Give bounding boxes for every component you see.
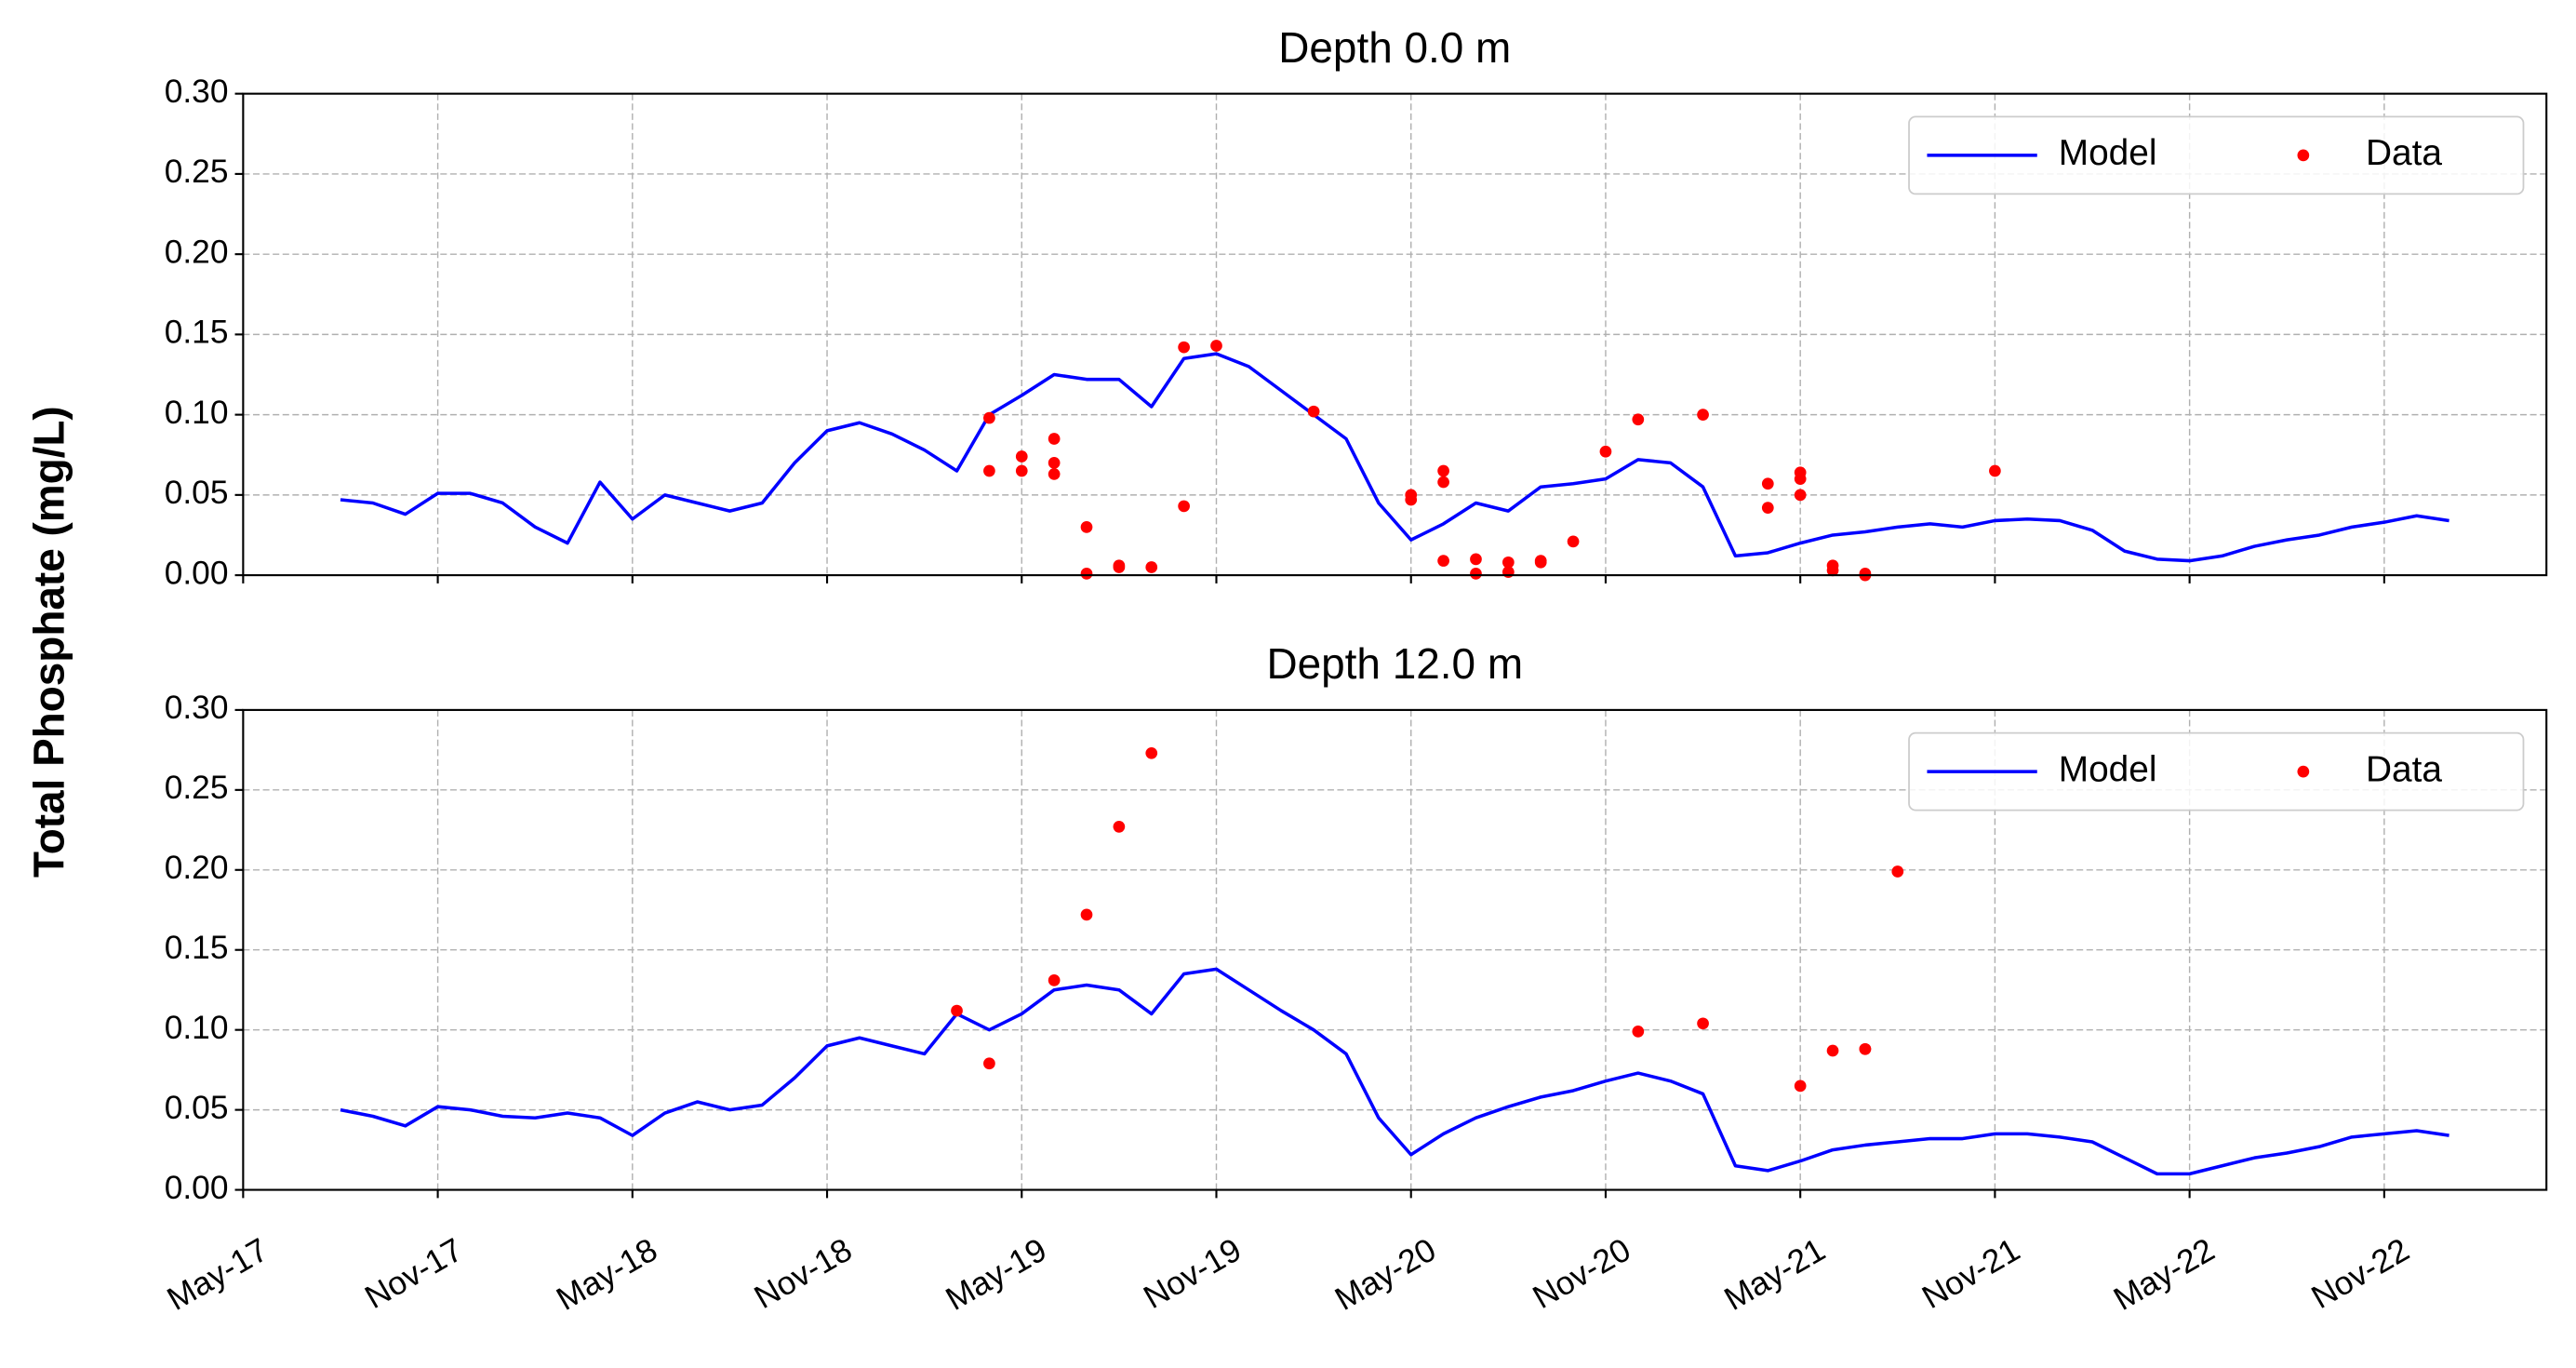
data-point [1826,1044,1839,1057]
data-point [1145,746,1158,759]
y-tick-label: 0.15 [165,930,229,966]
data-point [1826,564,1839,577]
plot-area [340,746,2449,1176]
axes-frame [242,708,2548,1191]
data-point [1599,445,1612,458]
data-point [1048,974,1061,986]
chart-title: Depth 0.0 m [1278,23,1511,72]
data-point [1178,500,1190,513]
data-point [1437,476,1449,489]
data-point [1437,464,1449,477]
data-point [1080,520,1093,533]
x-tick-label: Nov-21 [1916,1231,2026,1316]
x-tick-label: Nov-22 [2305,1231,2415,1316]
y-tick-label: 0.00 [165,555,229,591]
data-point [1178,341,1190,354]
data-point [1015,450,1028,463]
y-tick-label: 0.25 [165,154,229,190]
legend-label: Model [2059,749,2157,789]
legend-marker [2297,765,2310,778]
x-tick-label: May-19 [940,1231,1052,1318]
data-point [1697,409,1709,421]
plot-area [340,340,2449,582]
x-tick-label: May-17 [161,1231,274,1318]
data-point [1502,556,1515,569]
data-point [983,464,995,477]
axes-frame [242,92,2548,577]
y-tick-label: 0.20 [165,850,229,886]
model-line [340,967,2449,1176]
x-tick-label: Nov-20 [1527,1231,1636,1316]
data-point [1567,535,1580,548]
data-point [983,1057,995,1070]
data-point [1761,502,1774,515]
y-tick-label: 0.30 [165,690,229,726]
data-point [1080,908,1093,921]
data-point [1794,473,1807,485]
chart-title: Depth 12.0 m [1266,639,1523,688]
data-point [1632,1026,1645,1038]
y-tick-label: 0.10 [165,1010,229,1046]
legend-marker [2297,149,2310,162]
data-point [951,1004,963,1017]
data-point [1794,1080,1807,1093]
legend-box [1908,115,2525,195]
x-tick-label: Nov-19 [1138,1231,1248,1316]
data-point [1470,553,1482,566]
model-line [340,352,2449,563]
y-tick-label: 0.10 [165,395,229,431]
x-tick-label: May-22 [2108,1231,2221,1318]
data-point [1113,821,1126,833]
data-point [1145,561,1158,573]
data-point [1859,1042,1872,1055]
data-point [983,411,995,424]
y-tick-label: 0.20 [165,234,229,270]
data-point [1048,433,1061,445]
x-tick-label: May-20 [1329,1231,1442,1318]
legend-box [1908,731,2525,811]
data-point [1437,555,1449,567]
legend-label: Model [2059,133,2157,173]
data-point [1015,464,1028,477]
y-tick-label: 0.15 [165,315,229,351]
legend-label: Data [2366,133,2442,173]
x-tick-label: May-18 [551,1231,663,1318]
y-axis-label: Total Phosphate (mg/L) [25,406,73,878]
data-point [1761,477,1774,490]
data-point [1307,405,1320,418]
y-tick-label: 0.00 [165,1170,229,1206]
data-point [1989,464,2001,477]
x-tick-label: Nov-18 [748,1231,858,1316]
data-point [1048,468,1061,480]
legend-label: Data [2366,749,2442,789]
data-point [1405,489,1418,502]
data-point [1891,865,1904,878]
data-point [1113,561,1126,573]
data-point [1794,489,1807,502]
y-tick-label: 0.30 [165,74,229,110]
y-tick-label: 0.05 [165,475,229,511]
x-tick-label: Nov-17 [359,1231,469,1316]
data-point [1470,568,1482,580]
y-tick-label: 0.25 [165,770,229,806]
x-tick-label: May-21 [1718,1231,1831,1318]
data-point [1210,340,1222,352]
data-point [1697,1017,1709,1030]
data-point [1080,568,1093,580]
data-point [1632,413,1645,426]
data-point [1048,457,1061,469]
data-point [1534,555,1547,567]
y-tick-label: 0.05 [165,1090,229,1126]
